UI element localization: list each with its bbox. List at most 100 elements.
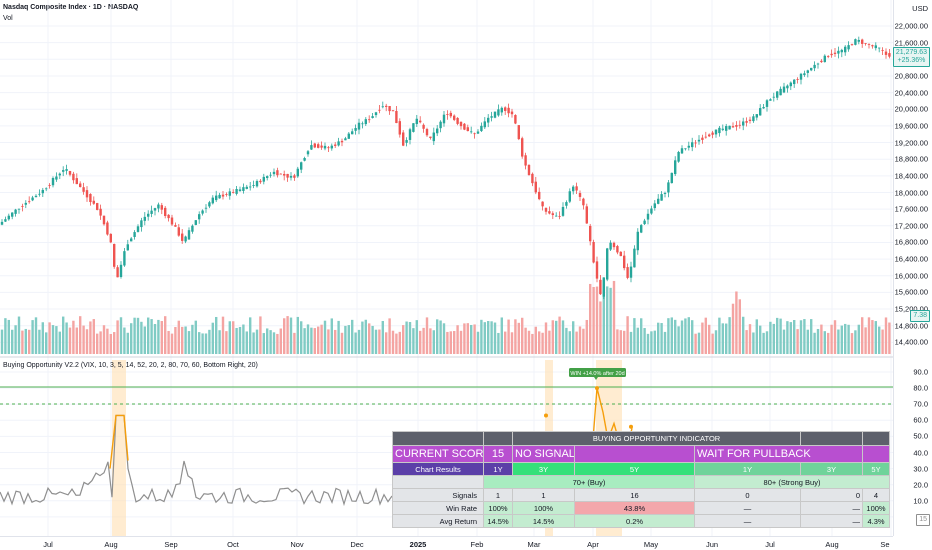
table-row: Win Rate 100% 100% 43.8% — — 100% [392, 501, 891, 515]
candle-body [398, 121, 401, 135]
candle-body [463, 123, 466, 130]
volume-bar [340, 332, 344, 354]
win-annotation[interactable]: WIN +14.0% after 20d [569, 368, 626, 380]
indicator-title[interactable]: Buying Opportunity V2.2 (VIX, 10, 3, 5, … [3, 362, 258, 369]
volume-bar [48, 322, 51, 354]
candle-body [626, 267, 629, 278]
volume-bar [140, 321, 143, 354]
candle-body [198, 214, 201, 220]
time-tick-label: Sep [164, 540, 178, 549]
price-axis[interactable]: USD 22,000.0021,600.0021,200.0020,800.00… [892, 0, 932, 536]
volume-bar [408, 322, 412, 354]
candle-body [670, 172, 673, 184]
volume-bar [857, 324, 860, 354]
candle-body [555, 215, 558, 217]
volume-bar [347, 325, 350, 354]
volume-bar [793, 320, 796, 354]
candle-body [235, 188, 238, 194]
candle-body [41, 189, 44, 194]
candle-body [616, 246, 619, 253]
volume-bar [748, 324, 752, 354]
chart-plot-area[interactable]: WIN +14.0% after 20d [0, 0, 893, 536]
candle-body [565, 202, 568, 206]
volume-bar [143, 326, 146, 354]
candle-body [58, 173, 61, 176]
volume-bar [575, 331, 578, 354]
candle-body [765, 100, 769, 107]
candle-body [646, 213, 650, 220]
volume-bar [276, 333, 279, 354]
candle-body [589, 225, 592, 242]
avg-return-5y-buy: 0.2% [574, 514, 695, 528]
volume-bar [306, 324, 310, 354]
candle-body [793, 79, 796, 85]
volume-bar [194, 320, 197, 354]
candle-body [609, 242, 612, 250]
period-5y-strong: 5Y [862, 462, 891, 476]
volume-legend[interactable]: Vol [3, 15, 13, 22]
volume-bar [816, 328, 820, 354]
current-score-label: CURRENT SCORE [392, 445, 484, 463]
price-tick-label: 15,600.00 [894, 287, 928, 297]
volume-bar [272, 332, 276, 354]
time-tick-label: Oct [227, 540, 239, 549]
volume-bar [242, 324, 245, 354]
volume-bar [687, 317, 690, 354]
candle-body [871, 45, 874, 47]
volume-bar [534, 326, 537, 354]
candle-body [51, 178, 55, 186]
time-tick-label: 2025 [409, 540, 427, 549]
volume-bar [538, 331, 541, 354]
candle-body [259, 180, 262, 183]
time-tick-label: Apr [587, 540, 599, 549]
signals-3y-buy: 1 [512, 488, 575, 502]
candle-body [272, 171, 276, 175]
volume-bar [68, 327, 72, 354]
volume-bar [514, 319, 517, 354]
time-tick-label: Aug [825, 540, 839, 549]
time-tick-label: Feb [470, 540, 484, 549]
candle-body [534, 181, 537, 193]
volume-bar [439, 320, 442, 354]
symbol-title[interactable]: Nasdaq Composite Index · 1D · NASDAQ [3, 4, 139, 11]
volume-bar [510, 332, 514, 354]
avg-return-1y-strong: — [693, 514, 802, 528]
candle-body [126, 244, 129, 251]
volume-bar [497, 332, 500, 354]
volume-bar [228, 321, 231, 354]
candle-body [266, 176, 269, 179]
candle-body [262, 176, 265, 182]
time-axis[interactable]: Jul Aug Sep Oct Nov Dec 2025 Feb Mar Apr May Jun Jul… [0, 536, 893, 550]
candle-body [374, 112, 378, 116]
price-tick-label: 21,600.00 [894, 38, 928, 48]
signal-marker [629, 424, 633, 429]
volume-bar [147, 317, 150, 354]
candle-body [840, 49, 843, 53]
volume-bar [799, 320, 803, 354]
candle-body [330, 145, 333, 149]
candle-body [48, 185, 51, 186]
candle-body [153, 208, 157, 211]
candle-body [337, 141, 340, 146]
price-tick-label: 18,400.00 [894, 171, 928, 181]
candle-body [323, 145, 327, 149]
candle-body [803, 73, 806, 76]
volume-bar [249, 317, 252, 354]
price-tick-label: 20,800.00 [894, 71, 928, 81]
volume-bar [364, 319, 367, 354]
volume-bar [806, 329, 809, 354]
volume-bar [548, 330, 551, 354]
currency-label: USD [912, 4, 928, 13]
candle-body [551, 213, 554, 216]
volume-bar [395, 333, 398, 354]
candle-body [357, 122, 361, 130]
candle-body [718, 127, 721, 134]
volume-bars [0, 279, 891, 354]
candle-body [558, 215, 561, 217]
candle-body [844, 46, 847, 53]
volume-bar [191, 324, 194, 354]
win-annotation-text: WIN +14.0% after 20d [570, 371, 624, 377]
volume-bar [864, 327, 867, 354]
candle-body [595, 261, 599, 279]
volume-bar [684, 318, 687, 354]
